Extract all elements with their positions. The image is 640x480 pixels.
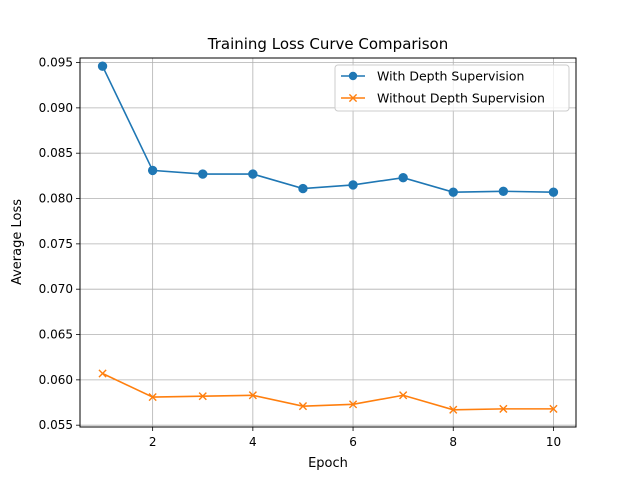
data-point: [198, 392, 207, 401]
y-tick-label: 0.085: [39, 146, 73, 160]
data-point: [248, 169, 258, 179]
legend: With Depth Supervision Without Depth Supe…: [334, 64, 570, 112]
y-tick-label: 0.065: [39, 328, 73, 342]
data-point: [549, 404, 558, 413]
data-point: [548, 187, 559, 197]
data-point: [398, 172, 408, 183]
data-point: [498, 186, 509, 196]
grid: [80, 58, 576, 427]
legend-item: With Depth Supervision: [341, 69, 524, 84]
data-point: [348, 180, 358, 190]
x-axis-label: Epoch: [308, 456, 348, 471]
y-tick-label: 0.070: [39, 282, 73, 296]
data-point: [98, 369, 107, 378]
y-axis-label: Average Loss: [10, 199, 25, 285]
data-point: [298, 402, 308, 411]
series-layer: [97, 61, 559, 414]
legend-marker: [348, 71, 358, 81]
x-tick-label: 8: [449, 435, 457, 449]
y-tick-label: 0.095: [39, 56, 73, 70]
data-point: [148, 392, 157, 402]
data-point: [399, 391, 408, 400]
data-point: [448, 187, 458, 197]
series-line: [101, 65, 554, 193]
data-point: [147, 165, 158, 176]
data-point: [298, 183, 308, 194]
y-tick-label: 0.090: [39, 101, 73, 115]
y-tick-label: 0.055: [39, 418, 73, 432]
x-tick-label: 2: [149, 435, 157, 449]
x-tick-label: 10: [546, 435, 561, 449]
legend-label: With Depth Supervision: [377, 69, 524, 84]
legend-item: Without Depth Supervision: [341, 91, 545, 106]
y-tick-label: 0.075: [39, 237, 73, 251]
data-point: [348, 400, 358, 409]
plot-frame: [79, 57, 577, 428]
y-tick-label: 0.080: [39, 192, 73, 206]
data-point: [198, 169, 208, 179]
x-tick-label: 6: [349, 435, 357, 449]
y-axis-ticks: 0.055 0.060 0.065 0.070 0.075 0.080 0.085 0.090…: [39, 56, 80, 432]
data-point: [499, 404, 508, 413]
legend-label: Without Depth Supervision: [377, 91, 545, 106]
x-tick-label: 4: [249, 435, 257, 449]
data-point: [449, 405, 458, 414]
legend-box: [334, 64, 570, 112]
y-tick-label: 0.060: [39, 373, 73, 387]
data-point: [97, 61, 108, 71]
legend-marker: [348, 93, 358, 103]
series-2: [98, 369, 558, 414]
series-1: [97, 61, 559, 197]
data-point: [248, 391, 257, 400]
x-axis-ticks: 2 4 6 8 10: [149, 427, 561, 449]
chart-title: Training Loss Curve Comparison: [207, 35, 448, 53]
series-line: [102, 372, 554, 411]
